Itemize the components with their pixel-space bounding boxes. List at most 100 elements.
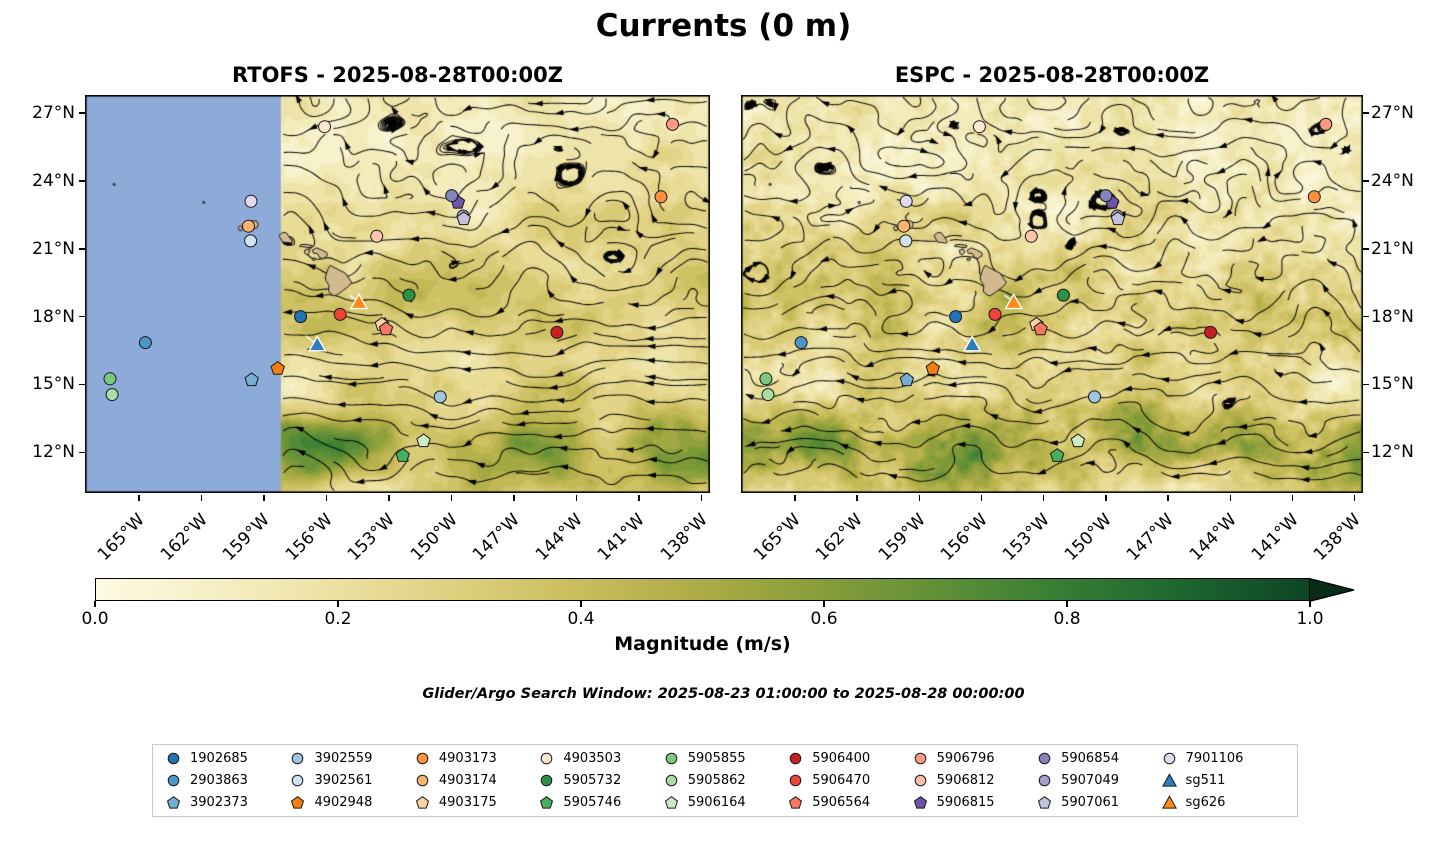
lat-tick-label: 18°N [32,306,75,327]
marker-1902685 [949,310,963,324]
lon-tick [638,494,640,501]
legend-item-label: 4902948 [314,794,373,810]
marker-4902948 [925,361,941,375]
legend-item-4903173: 4903173 [414,750,538,767]
lon-tick [856,494,858,501]
figure-title: Currents (0 m) [595,8,852,44]
legend-item-label: 5906164 [687,794,746,810]
legend-item-label: 3902559 [314,751,373,767]
lon-tick-label: 165°W [749,509,805,565]
lat-tick-right [1363,112,1369,114]
legend-item-5906470: 5906470 [787,772,911,789]
marker-4903173 [654,190,668,204]
colorbar [95,578,1310,601]
lon-tick [575,494,578,501]
legend-item-5905862: 5905862 [663,772,787,789]
legend-item-label: 5905732 [563,772,622,788]
marker-7901106 [244,194,258,208]
legend-marker-circle-icon [167,774,180,787]
legend-marker-circle-icon [541,774,553,787]
legend-marker-pentagon-icon [1038,795,1052,809]
marker-5906164 [1070,433,1086,448]
lon-tick-label: 141°W [1247,509,1303,565]
legend-marker-circle-icon [167,753,180,765]
legend-marker-circle-icon [292,774,304,787]
search-window-annotation: Glider/Argo Search Window: 2025-08-23 01… [422,686,1025,702]
legend-item-5906812: 5906812 [912,772,1036,789]
lon-tick-label: 156°W [936,509,992,565]
legend-item-label: 5906400 [812,751,871,767]
lat-tick-right [1363,180,1369,182]
legend-marker-circle-icon [789,753,802,765]
legend-item-4903174: 4903174 [414,772,538,789]
legend-item-label: 5905855 [687,751,746,767]
marker-5906796 [1319,117,1333,131]
lon-tick [200,494,203,501]
legend-item-1902685: 1902685 [165,750,289,767]
colorbar-tick [337,601,339,607]
marker-3902561 [899,234,913,248]
lat-tick-label: 27°N [1371,103,1414,124]
lon-tick-label: 153°W [998,509,1054,565]
legend-item-label: 4903175 [438,794,497,810]
lon-tick-label: 156°W [281,509,337,565]
colorbar-tick-label: 0.2 [324,609,352,629]
lat-tick-label: 27°N [32,103,75,124]
marker-5905746 [395,448,410,462]
lat-tick-label: 21°N [1371,238,1414,259]
lat-tick-right [1363,383,1369,386]
marker-5907061 [1110,211,1126,226]
marker-3902559 [1088,390,1101,404]
colorbar-tick-label: 0.6 [810,609,838,629]
lon-tick-label: 159°W [874,509,930,565]
legend-marker-triangle-icon [1161,773,1177,787]
legend-marker-pentagon-icon [291,795,305,809]
lon-tick [138,494,140,501]
legend-item-5907061: 5907061 [1036,794,1160,811]
espc-field-canvas [741,95,1363,493]
rtofs-panel-title: RTOFS - 2025-08-28T00:00Z [232,63,563,87]
legend-item-label: 3902373 [190,794,248,810]
legend-marker-pentagon-icon [789,795,803,809]
lon-tick-label: 147°W [1123,509,1179,565]
legend-item-4902948: 4902948 [289,794,413,811]
marker-4903503 [318,120,332,134]
lon-tick-label: 138°W [656,509,712,565]
marker-5906812 [370,229,384,243]
legend-marker-pentagon-icon [664,795,678,809]
marker-5906470 [333,307,347,321]
lon-tick [325,494,328,501]
marker-5906564 [1033,321,1048,336]
lat-tick-label: 12°N [32,442,75,463]
marker-4903503 [972,120,986,134]
legend-item-5906796: 5906796 [912,750,1036,767]
marker-5905862 [761,388,775,402]
legend-item-5906564: 5906564 [787,794,911,811]
legend-item-label: 5905746 [563,794,622,810]
espc-markers-layer [759,117,1333,462]
colorbar-tick-label: 1.0 [1296,609,1324,629]
lat-tick-label: 15°N [1371,374,1414,395]
lat-tick-label: 24°N [1371,170,1414,191]
legend-item-label: 5906564 [812,794,871,810]
legend-item-5905746: 5905746 [538,794,662,811]
legend-item-label: 5906796 [936,751,995,767]
legend-item-7901106: 7901106 [1161,750,1285,767]
lon-tick [980,494,983,501]
marker-4903174 [897,219,911,233]
legend-marker-pentagon-icon [166,795,181,809]
legend-item-label: 5906812 [936,772,995,788]
lat-tick-label: 21°N [32,238,75,259]
lat-tick-right [1363,248,1369,250]
marker-3902373 [899,372,915,387]
legend-item-sg511: sg511 [1161,772,1285,789]
lon-tick [263,494,265,501]
lat-tick-label: 15°N [32,374,75,395]
marker-5906854 [1099,189,1113,203]
lon-tick-label: 138°W [1309,509,1365,565]
espc-map-panel [741,95,1363,493]
colorbar-extend-arrow [1309,577,1355,603]
legend-item-label: 5906854 [1061,751,1120,767]
marker-7901106 [899,194,913,208]
